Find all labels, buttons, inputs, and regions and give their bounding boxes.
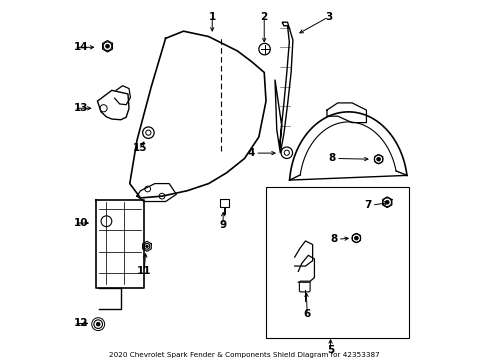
Text: 12: 12 <box>74 319 88 328</box>
Text: 14: 14 <box>74 42 89 52</box>
Bar <box>220 199 228 207</box>
Text: 13: 13 <box>74 103 88 113</box>
Text: 2: 2 <box>260 12 267 22</box>
Text: 3: 3 <box>325 12 332 22</box>
Circle shape <box>376 157 380 161</box>
Text: 4: 4 <box>247 148 255 158</box>
Text: 6: 6 <box>303 310 310 319</box>
Text: 8: 8 <box>330 234 337 244</box>
Circle shape <box>145 245 148 248</box>
Polygon shape <box>274 22 292 153</box>
Text: 10: 10 <box>74 218 88 228</box>
Bar <box>265 187 408 338</box>
Text: 5: 5 <box>326 345 333 355</box>
Text: 9: 9 <box>219 220 226 230</box>
Circle shape <box>385 200 388 204</box>
Text: 2020 Chevrolet Spark Fender & Components Shield Diagram for 42353387: 2020 Chevrolet Spark Fender & Components… <box>109 352 379 358</box>
Text: 11: 11 <box>137 266 151 276</box>
Polygon shape <box>97 90 129 120</box>
Circle shape <box>354 236 358 240</box>
Text: 8: 8 <box>328 153 335 163</box>
Circle shape <box>105 44 109 48</box>
Text: 15: 15 <box>133 143 147 153</box>
Text: 1: 1 <box>208 12 215 22</box>
Text: 7: 7 <box>364 200 371 210</box>
Circle shape <box>96 322 100 326</box>
